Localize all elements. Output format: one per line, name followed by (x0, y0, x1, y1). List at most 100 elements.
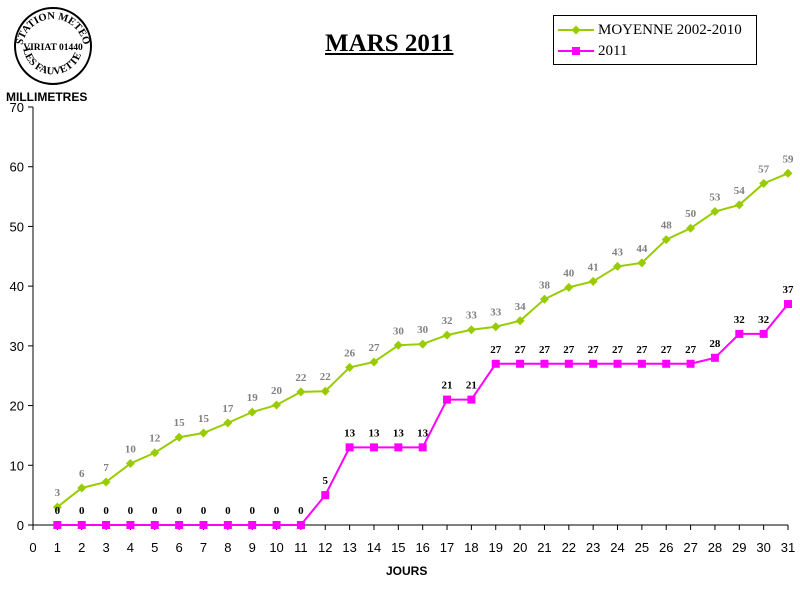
x-tick-label: 4 (127, 540, 134, 555)
series-1-point (199, 521, 208, 529)
series-1-point (759, 329, 768, 338)
y-tick-label: 20 (10, 399, 24, 414)
x-tick-label: 9 (249, 540, 256, 555)
series-1-point (637, 359, 646, 368)
x-tick-label: 21 (537, 540, 551, 555)
series-1-data-label: 27 (563, 344, 575, 356)
series-0-data-label: 26 (344, 347, 356, 359)
x-tick-label: 5 (151, 540, 158, 555)
series-0-data-label: 33 (466, 310, 478, 322)
series-1-data-label: 27 (539, 344, 551, 356)
series-0-point (661, 235, 671, 245)
series-0-point (491, 322, 501, 332)
series-0-data-label: 41 (588, 261, 599, 273)
series-0-point (247, 407, 257, 417)
series-1-data-label: 27 (588, 344, 600, 356)
series-1-data-label: 0 (274, 505, 280, 517)
series-0-point (296, 387, 306, 397)
series-1-point (321, 491, 330, 500)
series-1-data-label: 0 (79, 505, 85, 517)
series-1-point (710, 353, 719, 362)
legend-item-average: MOYENNE 2002-2010 (558, 20, 742, 40)
x-tick-label: 20 (513, 540, 527, 555)
chart-legend: MOYENNE 2002-2010 2011 (553, 15, 757, 65)
series-1-point (150, 521, 159, 529)
series-1-data-label: 0 (128, 505, 134, 517)
y-axis-label: MILLIMETRES (6, 90, 88, 104)
x-tick-label: 27 (683, 540, 697, 555)
x-tick-label: 17 (440, 540, 454, 555)
series-0-data-label: 3 (55, 487, 61, 499)
series-1-data-label: 0 (103, 505, 109, 517)
x-tick-label: 28 (708, 540, 722, 555)
x-tick-label: 31 (781, 540, 795, 555)
series-1-data-label: 28 (709, 338, 721, 350)
series-1-data-label: 32 (734, 314, 746, 326)
series-0-point (637, 258, 647, 268)
y-tick-label: 40 (10, 279, 24, 294)
series-0-point (345, 362, 355, 372)
series-1-point (272, 521, 281, 529)
series-1-data-label: 5 (323, 475, 329, 487)
series-1-point (248, 521, 257, 529)
series-1-data-label: 32 (758, 314, 770, 326)
series-1-data-label: 13 (393, 427, 405, 439)
series-1-data-label: 13 (417, 427, 429, 439)
x-tick-label: 1 (54, 540, 61, 555)
series-0-data-label: 50 (685, 208, 697, 220)
series-0-point (466, 325, 476, 335)
series-0-point (52, 502, 62, 512)
series-0-data-label: 32 (442, 315, 454, 327)
x-tick-label: 10 (269, 540, 283, 555)
series-0-point (198, 428, 208, 438)
series-1-point (394, 443, 403, 452)
x-tick-label: 25 (635, 540, 649, 555)
y-tick-label: 0 (17, 518, 24, 533)
series-1-point (53, 521, 62, 529)
series-0-point (369, 357, 379, 367)
series-1-data-label: 37 (783, 284, 795, 296)
x-tick-label: 18 (464, 540, 478, 555)
series-1-point (77, 521, 86, 529)
series-0-data-label: 20 (271, 385, 283, 397)
series-0-point (272, 400, 282, 410)
series-1-data-label: 27 (612, 344, 624, 356)
x-tick-label: 22 (562, 540, 576, 555)
series-0-point (539, 294, 549, 304)
x-tick-label: 15 (391, 540, 405, 555)
series-0-data-label: 30 (393, 325, 405, 337)
series-1-point (296, 521, 305, 529)
series-1-data-label: 27 (661, 344, 673, 356)
series-0-data-label: 30 (417, 324, 429, 336)
series-0-point (150, 448, 160, 458)
y-tick-label: 30 (10, 339, 24, 354)
x-tick-label: 3 (102, 540, 109, 555)
stamp-line2: VIRIAT 01440 (23, 43, 83, 53)
series-0-data-label: 17 (222, 403, 234, 415)
series-1-point (662, 359, 671, 368)
series-0-data-label: 7 (103, 462, 109, 474)
series-0-point (223, 418, 233, 428)
x-tick-label: 6 (176, 540, 183, 555)
y-tick-label: 50 (10, 219, 24, 234)
station-stamp-logo: STATION METEO VIRIAT 01440 LES FAUVETTES (12, 4, 92, 85)
x-tick-label: 30 (756, 540, 770, 555)
x-tick-label: 8 (224, 540, 231, 555)
series-0-data-label: 10 (125, 443, 137, 455)
series-1-point (735, 329, 744, 338)
series-1-data-label: 0 (152, 505, 158, 517)
series-0-point (710, 207, 720, 216)
series-1-data-label: 0 (298, 505, 304, 517)
series-0-point (783, 168, 793, 178)
x-tick-label: 11 (294, 540, 308, 555)
x-tick-label: 29 (732, 540, 746, 555)
series-1-point (467, 395, 476, 404)
x-tick-label: 23 (586, 540, 600, 555)
series-1-data-label: 21 (466, 380, 477, 392)
series-1-data-label: 13 (368, 427, 380, 439)
series-1-data-label: 0 (176, 505, 182, 517)
series-1-data-label: 0 (249, 505, 255, 517)
series-0-point (125, 458, 135, 468)
series-0-point (734, 200, 744, 210)
